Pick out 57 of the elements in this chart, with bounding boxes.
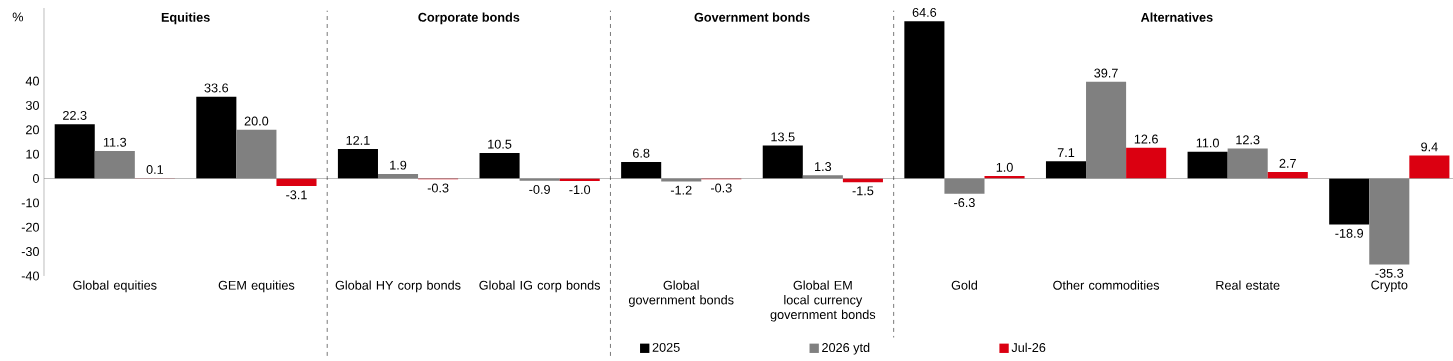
annotation: Alternatives (1140, 12, 1213, 22)
data-label: 2.7 (1279, 158, 1296, 168)
x-tick-label: Gold (951, 280, 978, 290)
data-label: 12.1 (346, 135, 370, 145)
y-tick-label: 10 (26, 149, 40, 159)
y-tick-label: 20 (26, 125, 40, 135)
annotation: Government bonds (694, 12, 810, 22)
x-tick-label: GEM equities (218, 280, 295, 293)
x-tick-label: Global HY corp bonds (335, 280, 461, 293)
data-label: 6.8 (633, 148, 650, 158)
data-label: -0.9 (529, 184, 550, 194)
data-label: -0.3 (427, 183, 449, 193)
data-label: 22.3 (63, 110, 87, 120)
y-axis-title: % (12, 12, 24, 22)
data-label: 1.3 (815, 161, 832, 171)
data-label: -6.3 (954, 197, 975, 207)
data-label: -18.9 (1335, 228, 1364, 238)
y-tick-label: -30 (21, 246, 40, 256)
data-label: 1.9 (390, 160, 407, 170)
x-tick-label: Global government bonds (628, 280, 734, 307)
data-label: 64.6 (912, 7, 937, 17)
data-label: 20.0 (244, 116, 269, 126)
x-tick-label: Global equities (73, 280, 157, 293)
legend-label: 2026 ytd (822, 342, 870, 355)
data-label: 39.7 (1094, 68, 1118, 78)
annotation: Corporate bonds (418, 12, 520, 25)
data-label: 7.1 (1057, 148, 1075, 157)
data-label: 12.3 (1236, 135, 1260, 145)
x-tick-label: Crypto (1371, 280, 1408, 292)
y-tick-label: -10 (21, 198, 40, 208)
y-tick-label: 30 (25, 100, 40, 110)
data-label: 0.1 (146, 164, 164, 174)
y-tick-label: -20 (21, 222, 40, 232)
data-label: 10.5 (488, 139, 512, 149)
data-label: 1.0 (996, 162, 1013, 172)
legend-label: Jul-26 (1011, 342, 1046, 352)
data-label: 12.6 (1134, 134, 1158, 144)
data-label: -1.2 (670, 185, 692, 195)
data-label: -0.3 (710, 183, 732, 193)
data-label: -1.0 (569, 185, 591, 195)
y-tick-label: 40 (25, 76, 40, 86)
x-tick-label: Other commodities (1053, 280, 1160, 290)
x-tick-label: Real estate (1216, 280, 1280, 290)
data-label: -1.5 (852, 186, 874, 196)
x-tick-label: Global EM local currency government bonds (770, 280, 876, 322)
data-label: -3.1 (286, 190, 307, 200)
data-label: 33.6 (204, 83, 229, 93)
y-tick-label: 0 (32, 173, 40, 183)
annotation: Equities (161, 12, 210, 25)
data-label: 11.0 (1196, 138, 1219, 148)
data-label: 11.3 (103, 137, 127, 147)
data-label: 9.4 (1421, 142, 1438, 152)
data-label: -35.3 (1375, 268, 1404, 278)
data-label: 13.5 (771, 132, 795, 142)
y-tick-label: -40 (21, 271, 40, 281)
x-tick-label: Global IG corp bonds (479, 280, 601, 293)
legend-label: 2025 (652, 342, 680, 352)
